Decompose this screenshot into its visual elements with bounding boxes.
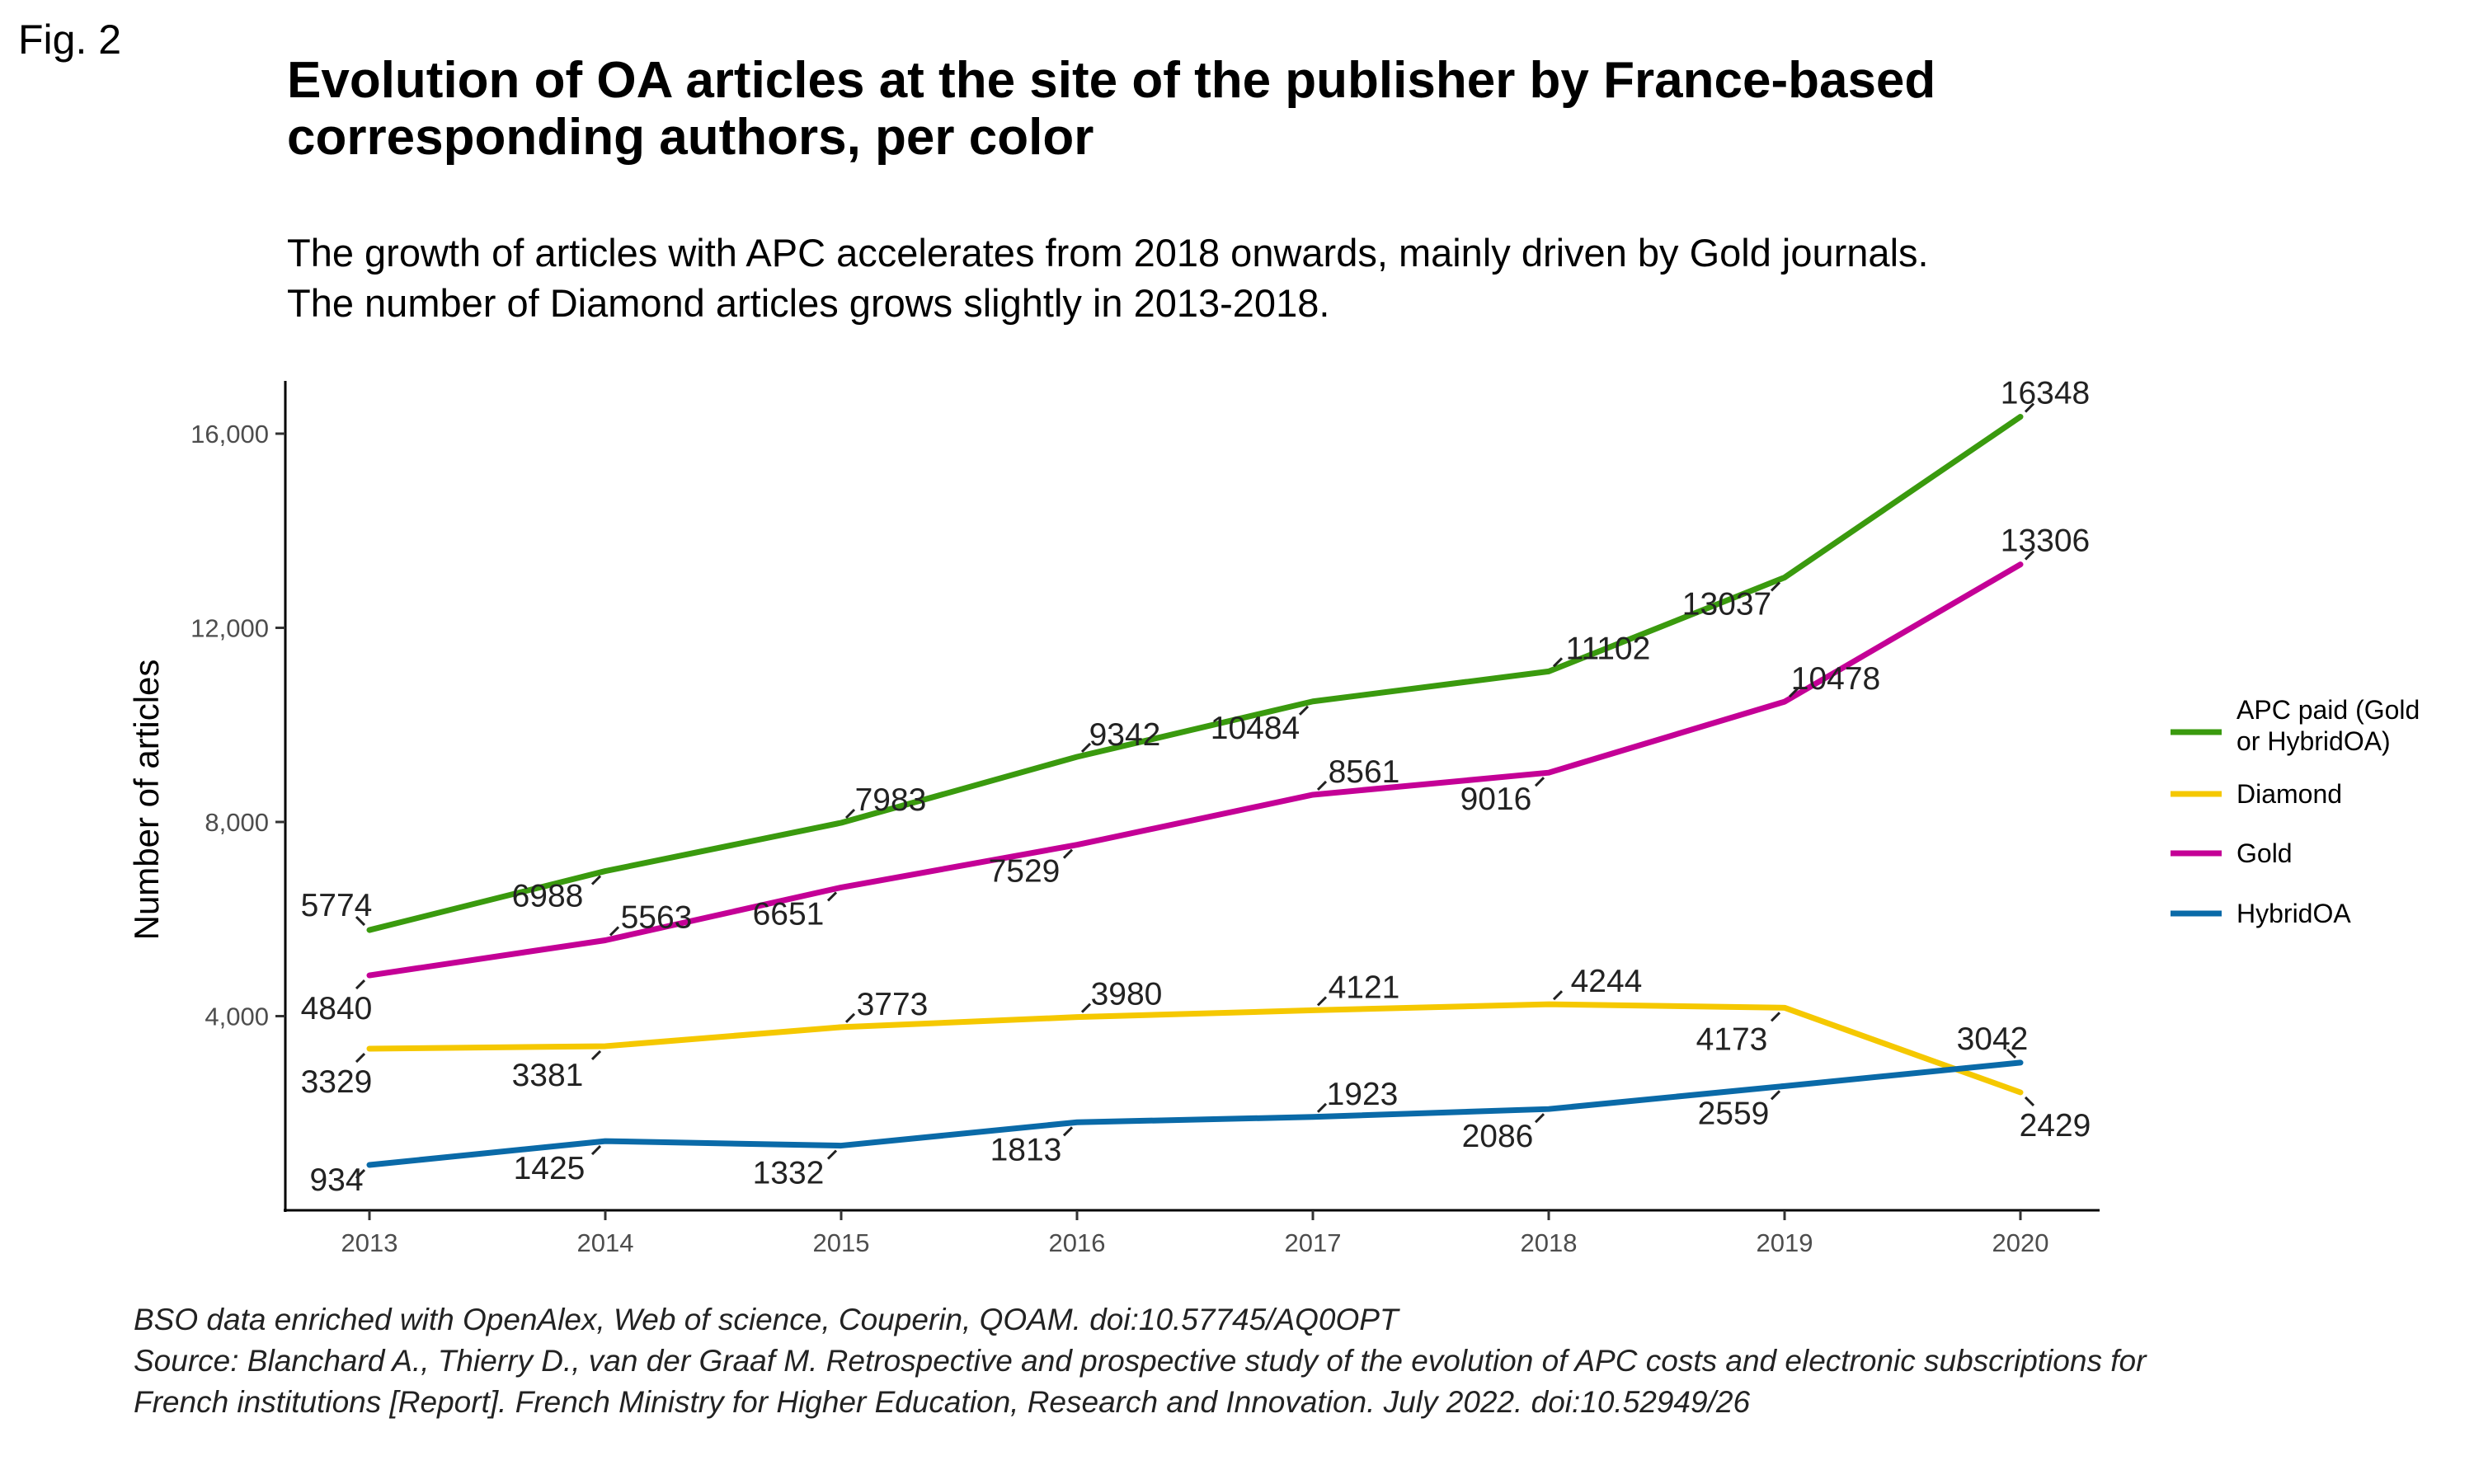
data-label: 1425	[514, 1151, 586, 1186]
x-tick-label: 2016	[1049, 1228, 1106, 1257]
data-label: 5563	[621, 899, 693, 935]
x-tick-label: 2013	[341, 1228, 398, 1257]
caption-line-3: French institutions [Report]. French Min…	[134, 1385, 1750, 1419]
data-label: 8561	[1329, 754, 1400, 790]
data-label-leader	[2024, 1096, 2035, 1107]
data-label-leader	[1770, 581, 1781, 592]
data-label-leader	[1062, 848, 1074, 859]
y-tick-label: 16,000	[190, 420, 269, 448]
x-tick-label: 2019	[1757, 1228, 1813, 1257]
series-line-apc	[366, 414, 2024, 933]
data-label-leader	[1552, 657, 1564, 668]
data-label: 1813	[990, 1132, 1062, 1167]
data-label-leader	[1080, 1003, 1092, 1013]
data-label: 6651	[753, 896, 825, 932]
data-label: 2559	[1698, 1096, 1770, 1131]
legend-label: or HybridOA)	[2236, 726, 2391, 756]
data-label-leader	[590, 1050, 602, 1061]
chart-title-line-2: corresponding authors, per color	[287, 109, 1094, 166]
data-label-leader	[1316, 780, 1328, 791]
x-tick-label: 2014	[577, 1228, 634, 1257]
data-label-leader	[1534, 1113, 1545, 1124]
caption-line-1: BSO data enriched with OpenAlex, Web of …	[134, 1303, 1400, 1336]
data-label: 9342	[1089, 717, 1161, 753]
data-label-leader	[1788, 688, 1799, 698]
data-label: 1923	[1327, 1077, 1399, 1112]
data-label: 3381	[512, 1058, 584, 1093]
series-line-hybridoa	[366, 1059, 2024, 1168]
data-label: 11102	[1566, 631, 1651, 666]
data-label-leader	[2024, 550, 2035, 561]
data-label: 3329	[301, 1064, 373, 1100]
x-tick-label: 2018	[1521, 1228, 1578, 1257]
data-label-leader	[1316, 996, 1328, 1007]
data-label: 13037	[1682, 586, 1771, 622]
y-tick-label: 4,000	[205, 1003, 269, 1031]
data-label: 2086	[1462, 1119, 1534, 1154]
data-label: 1332	[753, 1156, 825, 1191]
data-label: 934	[309, 1162, 363, 1198]
data-label-leader	[355, 915, 366, 927]
data-label: 4244	[1571, 964, 1643, 999]
data-label: 3773	[857, 987, 929, 1022]
data-label-leader	[844, 1012, 856, 1023]
data-label-leader	[590, 1145, 602, 1156]
legend-label: HybridOA	[2236, 899, 2351, 928]
data-label-leader	[1534, 777, 1545, 787]
data-label-leader	[1080, 742, 1092, 754]
data-label-leader	[355, 1052, 366, 1064]
data-label-leader	[609, 926, 620, 937]
data-label-leader	[1552, 990, 1564, 1001]
data-label-leader	[590, 875, 602, 885]
data-label-leader	[1316, 1102, 1328, 1113]
data-label-leader	[2024, 402, 2035, 413]
data-label: 7983	[855, 782, 927, 818]
data-label: 4173	[1696, 1021, 1768, 1057]
x-tick-label: 2017	[1285, 1228, 1342, 1257]
y-tick-label: 8,000	[205, 808, 269, 837]
legend-label: Gold	[2236, 838, 2293, 868]
data-label: 10478	[1791, 661, 1880, 697]
data-label: 16348	[2001, 376, 2090, 411]
data-label-leader	[355, 979, 366, 990]
y-tick-label: 12,000	[190, 614, 269, 643]
data-label: 3980	[1091, 977, 1163, 1012]
data-label: 10484	[1211, 711, 1300, 746]
data-label-leader	[1770, 1090, 1781, 1101]
data-label: 2429	[2020, 1108, 2091, 1144]
data-label: 13306	[2001, 524, 2090, 559]
data-label-leader	[844, 808, 856, 819]
data-label-leader	[2006, 1048, 2017, 1059]
data-label: 7529	[989, 854, 1061, 890]
x-tick-label: 2020	[1992, 1228, 2049, 1257]
chart-subtitle-line-1: The growth of articles with APC accelera…	[287, 231, 1929, 275]
chart-subtitle-line-2: The number of Diamond articles grows sli…	[287, 281, 1329, 325]
data-label: 3042	[1957, 1021, 2029, 1057]
legend-label: APC paid (Gold	[2236, 695, 2420, 725]
caption-line-2: Source: Blanchard A., Thierry D., van de…	[134, 1344, 2147, 1378]
series-line-gold	[366, 561, 2024, 979]
chart-title-line-1: Evolution of OA articles at the site of …	[287, 52, 1935, 109]
data-label: 9016	[1460, 782, 1532, 817]
y-axis-title: Number of articles	[127, 660, 166, 941]
data-label-leader	[826, 1149, 838, 1160]
data-label-leader	[826, 891, 838, 902]
data-label-leader	[1298, 705, 1310, 716]
legend-label: Diamond	[2236, 779, 2342, 809]
figure-label: Fig. 2	[18, 16, 121, 63]
data-label: 4840	[301, 991, 373, 1026]
data-label: 4121	[1329, 970, 1400, 1005]
x-tick-label: 2015	[813, 1228, 870, 1257]
data-label-leader	[355, 1168, 366, 1180]
plot-area: 4,000 8,000 12,000 16,000 2013 2014 2015 2016 20…	[127, 376, 2100, 1257]
data-label: 6988	[512, 879, 584, 914]
data-label-leader	[1770, 1012, 1781, 1022]
data-label: 5774	[301, 888, 373, 923]
series-line-diamond	[366, 1001, 2024, 1096]
data-label-leader	[1062, 1126, 1074, 1137]
